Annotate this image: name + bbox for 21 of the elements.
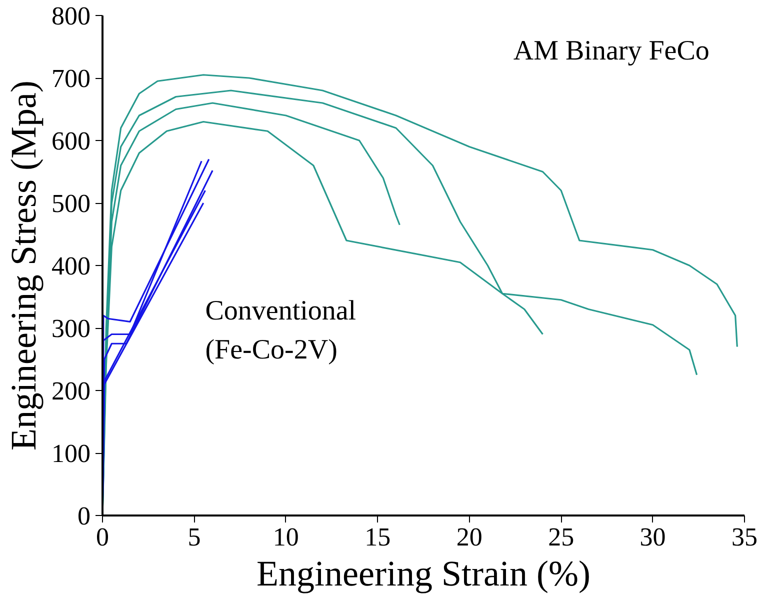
x-tick-label: 35 — [732, 522, 758, 552]
x-tick-label: 25 — [548, 522, 574, 552]
y-tick-label: 500 — [52, 189, 90, 218]
y-tick-label: 400 — [52, 252, 90, 280]
x-tick-label: 5 — [188, 522, 201, 552]
x-tick-label: 10 — [272, 522, 299, 552]
x-axis-title: Engineering Strain (%) — [256, 554, 590, 594]
y-tick-label: 100 — [52, 439, 90, 468]
x-tick-label: 0 — [96, 522, 109, 552]
annotation: Conventional (Fe-Co-2V) — [205, 296, 356, 366]
y-tick-label: 0 — [78, 502, 90, 530]
y-tick-label: 300 — [52, 314, 90, 343]
y-tick-label: 700 — [52, 64, 90, 93]
y-tick-label: 800 — [52, 2, 90, 30]
x-tick-label: 30 — [640, 522, 666, 552]
y-axis-title: Engineering Stress (Mpa) — [4, 80, 44, 450]
x-tick-label: 20 — [456, 522, 482, 552]
annotation: AM Binary FeCo — [513, 36, 710, 66]
x-tick-label: 15 — [364, 522, 391, 552]
y-tick-label: 200 — [52, 376, 90, 406]
y-tick-label: 600 — [52, 126, 90, 156]
